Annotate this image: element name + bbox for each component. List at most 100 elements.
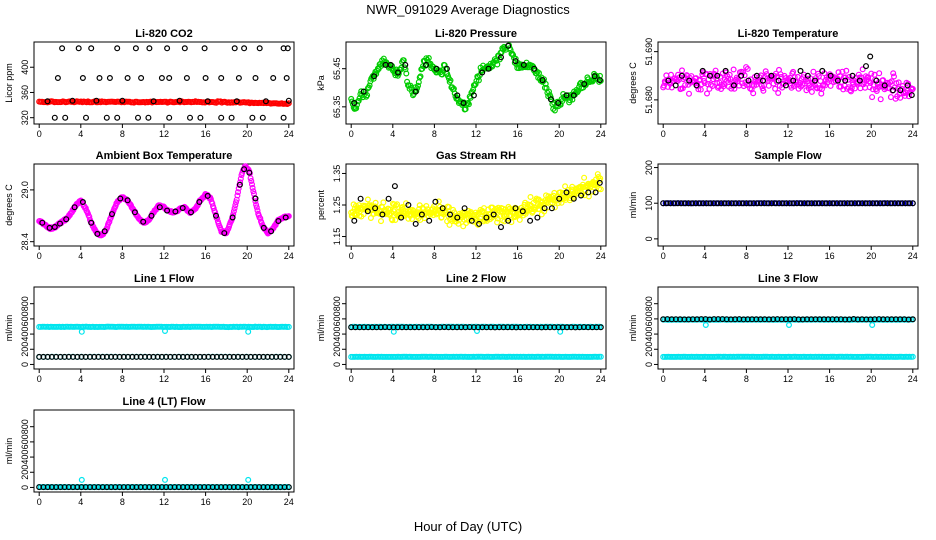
- data-point: [385, 195, 392, 202]
- data-point: [88, 220, 95, 227]
- data-point: [594, 171, 601, 178]
- data-point: [380, 199, 387, 206]
- data-point: [197, 353, 204, 360]
- panel-title: Gas Stream RH: [436, 150, 516, 162]
- data-point: [566, 97, 573, 104]
- data-point: [714, 72, 721, 79]
- data-point: [148, 212, 155, 219]
- data-point: [693, 82, 700, 89]
- data-point: [281, 353, 288, 360]
- data-point: [101, 228, 108, 235]
- x-tick-label: 4: [78, 497, 83, 507]
- data-point: [201, 45, 208, 52]
- data-point: [285, 213, 292, 220]
- data-point: [712, 67, 719, 74]
- data-point: [581, 80, 588, 87]
- data-point: [183, 74, 190, 81]
- y-tick-label: 600: [332, 311, 342, 326]
- x-axis: 0 4 8 12 16 20 24: [349, 369, 606, 384]
- data-point: [133, 353, 140, 360]
- data-point: [146, 45, 153, 52]
- data-point: [876, 70, 883, 77]
- data-point: [285, 484, 292, 491]
- data-point: [678, 200, 685, 207]
- data-point: [154, 353, 161, 360]
- x-axis: 0 4 8 12 16 20 24: [37, 369, 294, 384]
- data-point: [826, 200, 833, 207]
- y-axis: 51.680 51.690: [644, 38, 658, 114]
- data-point: [254, 207, 261, 214]
- data-point: [230, 208, 237, 215]
- x-tick-label: 8: [120, 129, 125, 139]
- data-point: [808, 88, 815, 95]
- data-point: [402, 61, 409, 68]
- data-point: [699, 200, 706, 207]
- x-tick-label: 0: [349, 251, 354, 261]
- data-point: [868, 70, 875, 77]
- data-point: [551, 204, 558, 211]
- x-tick-label: 0: [37, 497, 42, 507]
- data-point: [163, 353, 170, 360]
- data-point: [790, 77, 797, 84]
- y-tick-label: 800: [20, 419, 30, 434]
- panel-title: Li-820 Temperature: [738, 28, 839, 40]
- data-point: [74, 484, 81, 491]
- data-point: [539, 77, 546, 84]
- data-point: [485, 65, 492, 72]
- data-point: [790, 68, 797, 75]
- data-point: [461, 205, 468, 212]
- data-point: [483, 214, 490, 221]
- data-point: [869, 200, 876, 207]
- data-point: [548, 205, 555, 212]
- data-point: [280, 114, 287, 121]
- data-point: [470, 92, 477, 99]
- x-tick-label: 12: [159, 251, 169, 261]
- data-point: [389, 217, 396, 224]
- data-point: [179, 205, 186, 212]
- y-tick-label: 51.680: [644, 86, 654, 114]
- data-point: [660, 200, 667, 207]
- data-point: [906, 200, 913, 207]
- series-averages: [351, 179, 603, 231]
- data-point: [187, 114, 194, 121]
- data-point: [120, 353, 127, 360]
- data-point: [426, 217, 433, 224]
- series-samples: [36, 163, 292, 239]
- x-tick-label: 16: [825, 129, 835, 139]
- data-point: [403, 70, 410, 77]
- data-point: [901, 92, 908, 99]
- data-point: [142, 484, 149, 491]
- data-point: [902, 200, 909, 207]
- data-point: [541, 208, 548, 215]
- data-point: [249, 181, 256, 188]
- series-averages: [660, 316, 916, 323]
- data-point: [745, 77, 752, 84]
- data-point: [256, 484, 263, 491]
- y-tick-label: 0: [20, 362, 30, 367]
- panel-title: Line 1 Flow: [134, 273, 194, 285]
- x-tick-label: 24: [284, 374, 294, 384]
- data-point: [667, 71, 674, 78]
- main-title: NWR_091029 Average Diagnostics: [366, 2, 570, 17]
- series-averages: [351, 42, 603, 106]
- x-tick-label: 0: [37, 129, 42, 139]
- x-tick-label: 0: [661, 251, 666, 261]
- series-samples_high: [36, 323, 292, 335]
- data-point: [663, 200, 670, 207]
- data-point: [472, 81, 479, 88]
- data-point: [129, 484, 136, 491]
- data-point: [364, 92, 371, 99]
- x-tick-label: 12: [159, 497, 169, 507]
- data-point: [395, 69, 402, 76]
- data-point: [239, 484, 246, 491]
- data-point: [248, 178, 255, 185]
- panel-pressure: Li-820 Pressure 0 4 8 12 16 20 24 65.35 65.45 kPa: [316, 28, 607, 139]
- data-point: [245, 328, 252, 335]
- data-points: [660, 53, 916, 103]
- y-tick-label: 400: [20, 327, 30, 342]
- data-point: [503, 212, 510, 219]
- data-point: [862, 63, 869, 70]
- data-point: [213, 212, 220, 219]
